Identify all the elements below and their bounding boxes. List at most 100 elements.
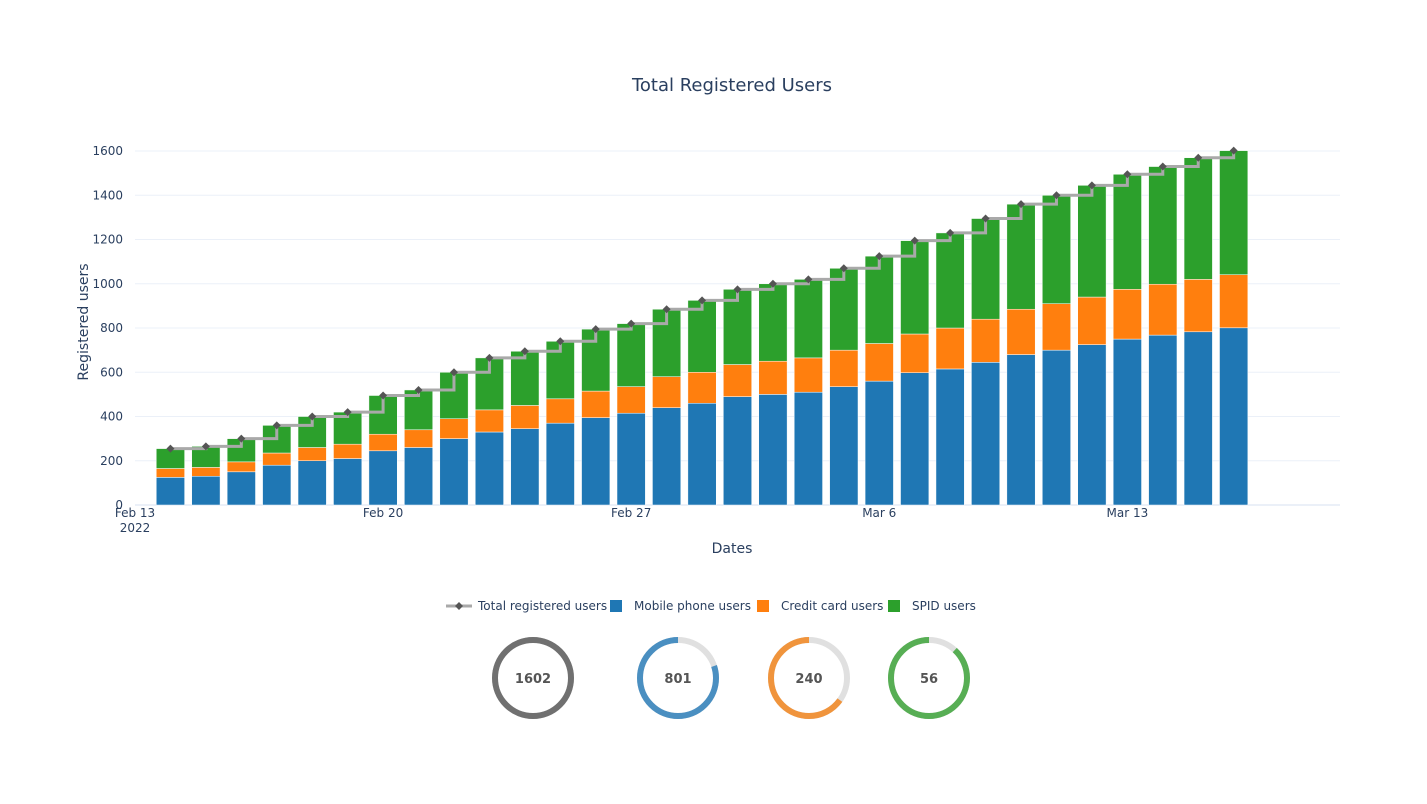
total-marker bbox=[591, 325, 600, 334]
ring-value: 240 bbox=[795, 672, 822, 687]
bar-mobile bbox=[1006, 354, 1036, 506]
bar-credit bbox=[793, 357, 823, 393]
bar-mobile bbox=[191, 475, 221, 506]
legend-swatch bbox=[757, 600, 769, 612]
ring-progress bbox=[768, 637, 850, 719]
legend-label: SPID users bbox=[912, 599, 976, 613]
y-tick-label: 600 bbox=[100, 365, 123, 379]
bar-credit bbox=[297, 447, 327, 462]
bar-spid bbox=[829, 268, 859, 351]
bar-credit bbox=[864, 343, 894, 382]
bar-mobile bbox=[368, 450, 398, 506]
bar-mobile bbox=[616, 412, 646, 506]
bar-credit bbox=[1148, 283, 1178, 336]
bar-mobile bbox=[404, 447, 433, 506]
bar-spid bbox=[616, 323, 646, 387]
total-marker bbox=[414, 385, 423, 394]
bar-mobile bbox=[723, 396, 752, 506]
bar-mobile bbox=[510, 428, 540, 506]
y-tick-label: 1600 bbox=[92, 144, 123, 158]
y-tick-label: 1000 bbox=[92, 277, 123, 291]
bar-credit bbox=[404, 429, 433, 448]
ring-progress bbox=[637, 637, 719, 719]
bar-credit bbox=[226, 461, 256, 473]
bar-credit bbox=[900, 333, 930, 373]
legend-label: Credit card users bbox=[781, 599, 883, 613]
bar-spid bbox=[1006, 203, 1036, 310]
total-marker bbox=[272, 421, 281, 430]
total-marker bbox=[343, 408, 352, 417]
y-tick-label: 400 bbox=[100, 410, 123, 424]
bar-spid bbox=[1077, 185, 1107, 298]
bar-credit bbox=[333, 443, 363, 459]
bar-mobile bbox=[581, 417, 611, 506]
bar-credit bbox=[971, 318, 1001, 363]
bar-mobile bbox=[156, 477, 185, 506]
y-tick-label: 1400 bbox=[92, 188, 123, 202]
legend-swatch bbox=[610, 600, 622, 612]
bar-credit bbox=[581, 390, 611, 418]
y-tick-label: 800 bbox=[100, 321, 123, 335]
legend-swatch bbox=[888, 600, 900, 612]
total-marker bbox=[1194, 153, 1203, 162]
bar-mobile bbox=[545, 422, 575, 506]
total-marker bbox=[662, 305, 671, 314]
bar-mobile bbox=[1219, 327, 1249, 506]
bar-credit bbox=[935, 327, 965, 370]
y-tick-label: 0 bbox=[115, 498, 123, 512]
bar-spid bbox=[1183, 157, 1213, 280]
bar-mobile bbox=[1112, 338, 1142, 506]
bar-spid bbox=[1112, 174, 1142, 290]
x-tick-label: Feb 27 bbox=[611, 506, 651, 520]
ring-value: 56 bbox=[920, 672, 938, 687]
ring-progress bbox=[888, 637, 970, 719]
bar-credit bbox=[368, 433, 398, 452]
bar-credit bbox=[545, 398, 575, 424]
y-tick-label: 200 bbox=[100, 454, 123, 468]
bar-mobile bbox=[262, 464, 292, 506]
bar-spid bbox=[971, 218, 1001, 320]
bar-mobile bbox=[864, 380, 894, 506]
y-tick-label: 1200 bbox=[92, 233, 123, 247]
bar-mobile bbox=[1077, 344, 1107, 506]
total-marker bbox=[768, 279, 777, 288]
x-axis-label: Dates bbox=[712, 541, 753, 557]
total-marker bbox=[1123, 170, 1132, 179]
total-marker bbox=[698, 296, 707, 305]
bar-mobile bbox=[226, 471, 256, 506]
bar-series bbox=[156, 150, 1249, 506]
total-marker bbox=[1229, 146, 1238, 155]
y-axis-ticks: 0 200 400 600 800 1000 1200 1400 1600 bbox=[92, 144, 123, 512]
total-marker bbox=[1158, 162, 1167, 171]
total-marker bbox=[981, 214, 990, 223]
legend-label: Mobile phone users bbox=[634, 599, 751, 613]
bar-credit bbox=[723, 364, 752, 397]
ring-progress bbox=[492, 637, 574, 719]
bar-mobile bbox=[297, 460, 327, 506]
bar-credit bbox=[616, 386, 646, 414]
total-marker bbox=[166, 444, 175, 453]
total-marker bbox=[556, 337, 565, 346]
total-marker bbox=[733, 285, 742, 294]
total-marker bbox=[804, 275, 813, 284]
x-tick-label: Feb 13 bbox=[115, 506, 155, 520]
bar-spid bbox=[1042, 195, 1071, 304]
total-marker bbox=[839, 264, 848, 273]
bar-spid bbox=[935, 232, 965, 329]
total-marker bbox=[875, 252, 884, 261]
total-marker bbox=[308, 412, 317, 421]
total-marker bbox=[627, 319, 636, 328]
y-axis-label: Registered users bbox=[76, 263, 92, 380]
bar-mobile bbox=[793, 391, 823, 506]
x-tick-label: Feb 20 bbox=[363, 506, 403, 520]
summary-rings: 1602 801 240 56 bbox=[492, 637, 970, 719]
bar-credit bbox=[510, 405, 540, 429]
total-marker bbox=[946, 228, 955, 237]
bar-credit bbox=[1183, 279, 1213, 333]
bar-spid bbox=[793, 279, 823, 359]
total-line-series bbox=[166, 146, 1238, 453]
ring-value: 1602 bbox=[515, 672, 551, 687]
x-tick-label: Mar 6 bbox=[862, 506, 896, 520]
bar-mobile bbox=[900, 372, 930, 506]
